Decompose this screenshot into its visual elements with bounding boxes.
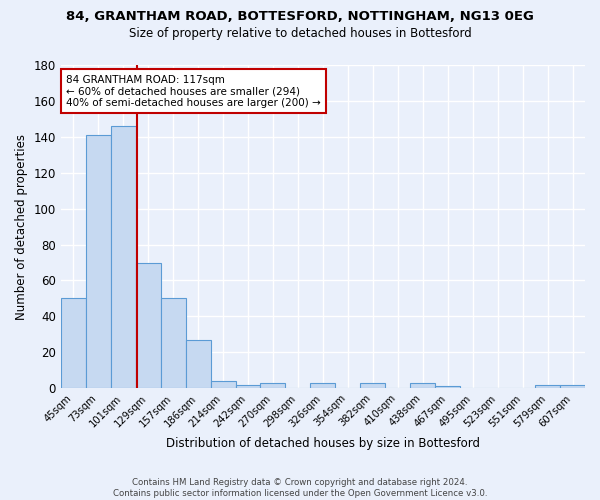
Bar bbox=[310, 383, 335, 388]
Bar bbox=[161, 298, 185, 388]
Bar bbox=[185, 340, 211, 388]
Bar bbox=[111, 126, 136, 388]
Bar bbox=[410, 383, 435, 388]
Bar bbox=[435, 386, 460, 388]
Text: 84 GRANTHAM ROAD: 117sqm
← 60% of detached houses are smaller (294)
40% of semi-: 84 GRANTHAM ROAD: 117sqm ← 60% of detach… bbox=[66, 74, 321, 108]
Bar bbox=[535, 384, 560, 388]
Y-axis label: Number of detached properties: Number of detached properties bbox=[15, 134, 28, 320]
Text: Size of property relative to detached houses in Bottesford: Size of property relative to detached ho… bbox=[128, 28, 472, 40]
Bar bbox=[61, 298, 86, 388]
Bar bbox=[560, 384, 585, 388]
Bar bbox=[211, 381, 236, 388]
Bar bbox=[86, 135, 111, 388]
Bar bbox=[260, 383, 286, 388]
X-axis label: Distribution of detached houses by size in Bottesford: Distribution of detached houses by size … bbox=[166, 437, 480, 450]
Bar bbox=[136, 262, 161, 388]
Bar bbox=[236, 384, 260, 388]
Bar bbox=[361, 383, 385, 388]
Text: Contains HM Land Registry data © Crown copyright and database right 2024.
Contai: Contains HM Land Registry data © Crown c… bbox=[113, 478, 487, 498]
Text: 84, GRANTHAM ROAD, BOTTESFORD, NOTTINGHAM, NG13 0EG: 84, GRANTHAM ROAD, BOTTESFORD, NOTTINGHA… bbox=[66, 10, 534, 23]
